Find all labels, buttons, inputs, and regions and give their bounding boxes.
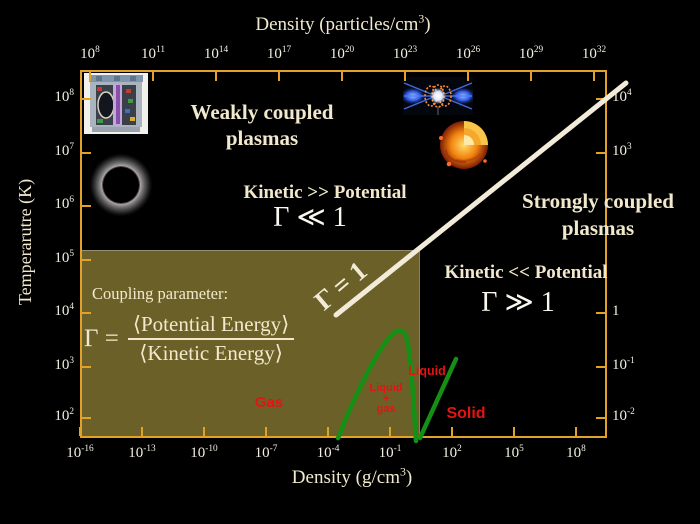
tick-mark — [327, 427, 329, 436]
tick-label: 10-2 — [612, 407, 635, 424]
tick-mark — [82, 312, 91, 314]
sun-cutaway-image — [439, 121, 488, 169]
tick-mark — [82, 151, 91, 154]
solar-eclipse-image — [86, 150, 156, 220]
tick-mark — [265, 427, 267, 436]
tick-mark — [513, 427, 515, 436]
tick-label: 105 — [54, 248, 74, 266]
gas-phase-label: Gas — [254, 394, 284, 411]
tick-label: 103 — [54, 355, 74, 373]
energy-ratio-fraction: ⟨Potential Energy⟩ ⟨Kinetic Energy⟩ — [127, 312, 295, 366]
tick-mark — [341, 72, 343, 81]
tick-label: 10-1 — [612, 355, 635, 373]
tick-mark — [575, 427, 577, 436]
tick-label: 1017 — [266, 45, 292, 62]
tick-mark — [596, 151, 605, 154]
tick-label: 10-10 — [190, 444, 218, 461]
tick-mark — [530, 72, 532, 81]
tick-label: 1020 — [329, 45, 355, 62]
tick-mark — [79, 427, 81, 436]
tick-mark — [203, 427, 205, 436]
liquid-plus-gas-label: Liquid + gas — [369, 382, 403, 415]
gamma-much-greater-than-one: Γ ≫ 1 — [481, 287, 555, 318]
tick-mark — [596, 312, 605, 314]
tick-label: 108 — [566, 444, 586, 461]
tokamak-image — [84, 73, 148, 134]
tick-mark — [596, 98, 605, 100]
potential-energy-numerator: ⟨Potential Energy⟩ — [127, 312, 295, 340]
liquid-phase-label: Liquid — [408, 364, 446, 378]
tick-label: 104 — [54, 302, 74, 319]
solid-phase-label: Solid — [446, 405, 486, 422]
tick-mark — [389, 427, 391, 436]
tick-label: 10-7 — [254, 444, 278, 461]
kinetic-energy-denominator: ⟨Kinetic Energy⟩ — [139, 341, 283, 365]
tick-label: 107 — [54, 141, 74, 159]
tick-mark — [596, 365, 605, 368]
tick-label: 105 — [504, 444, 524, 461]
gamma-much-less-than-one: Γ ≪ 1 — [273, 202, 347, 233]
tick-label: 1011 — [141, 45, 165, 62]
tick-mark — [593, 72, 595, 81]
tick-label: 103 — [612, 141, 632, 159]
tick-label: 10-4 — [316, 444, 340, 461]
tick-mark — [404, 72, 406, 81]
tick-mark — [152, 72, 154, 81]
tick-label: 108 — [54, 88, 74, 105]
coupling-parameter-caption: Coupling parameter: — [92, 284, 229, 303]
tick-label: 10-1 — [378, 444, 402, 461]
eclipse-disk — [102, 166, 140, 204]
tick-label: 106 — [54, 195, 74, 212]
tick-mark — [82, 365, 91, 368]
kinetic-much-less-label: Kinetic << Potential — [444, 262, 608, 283]
tick-label: 108 — [80, 45, 100, 62]
tick-mark — [451, 427, 453, 436]
z-pinch-image — [403, 77, 473, 115]
tick-label: 104 — [612, 88, 632, 105]
tick-label: 1023 — [392, 45, 418, 62]
tick-mark — [278, 72, 280, 81]
tick-mark — [215, 72, 217, 81]
strongly-coupled-label: Strongly coupled plasmas — [522, 189, 674, 240]
tick-mark — [596, 417, 605, 419]
weakly-coupled-label: Weakly coupled plasmas — [190, 100, 334, 150]
top-axis-title: Density (particles/cm3) — [255, 12, 431, 35]
gamma-definition-formula: Γ = ⟨Potential Energy⟩ ⟨Kinetic Energy⟩ — [84, 312, 295, 366]
tick-label: 102 — [54, 407, 74, 424]
tick-label: 10-16 — [66, 444, 94, 461]
tick-label: 1029 — [518, 45, 544, 62]
tick-label: 1026 — [455, 45, 481, 62]
bottom-axis-title: Density (g/cm3) — [291, 465, 413, 488]
tick-mark — [82, 205, 91, 207]
tick-mark — [82, 258, 91, 261]
tick-mark — [82, 98, 91, 100]
tick-mark — [82, 417, 91, 419]
tick-label: 1032 — [581, 45, 607, 62]
tick-mark — [467, 72, 469, 81]
gamma-equals: Γ = — [84, 325, 119, 352]
tick-label: 102 — [442, 444, 462, 461]
tick-label: 1014 — [203, 45, 229, 62]
tick-mark — [89, 72, 91, 81]
tick-mark — [141, 427, 143, 436]
tick-label: 1 — [612, 303, 620, 319]
tick-label: 10-13 — [128, 444, 156, 461]
